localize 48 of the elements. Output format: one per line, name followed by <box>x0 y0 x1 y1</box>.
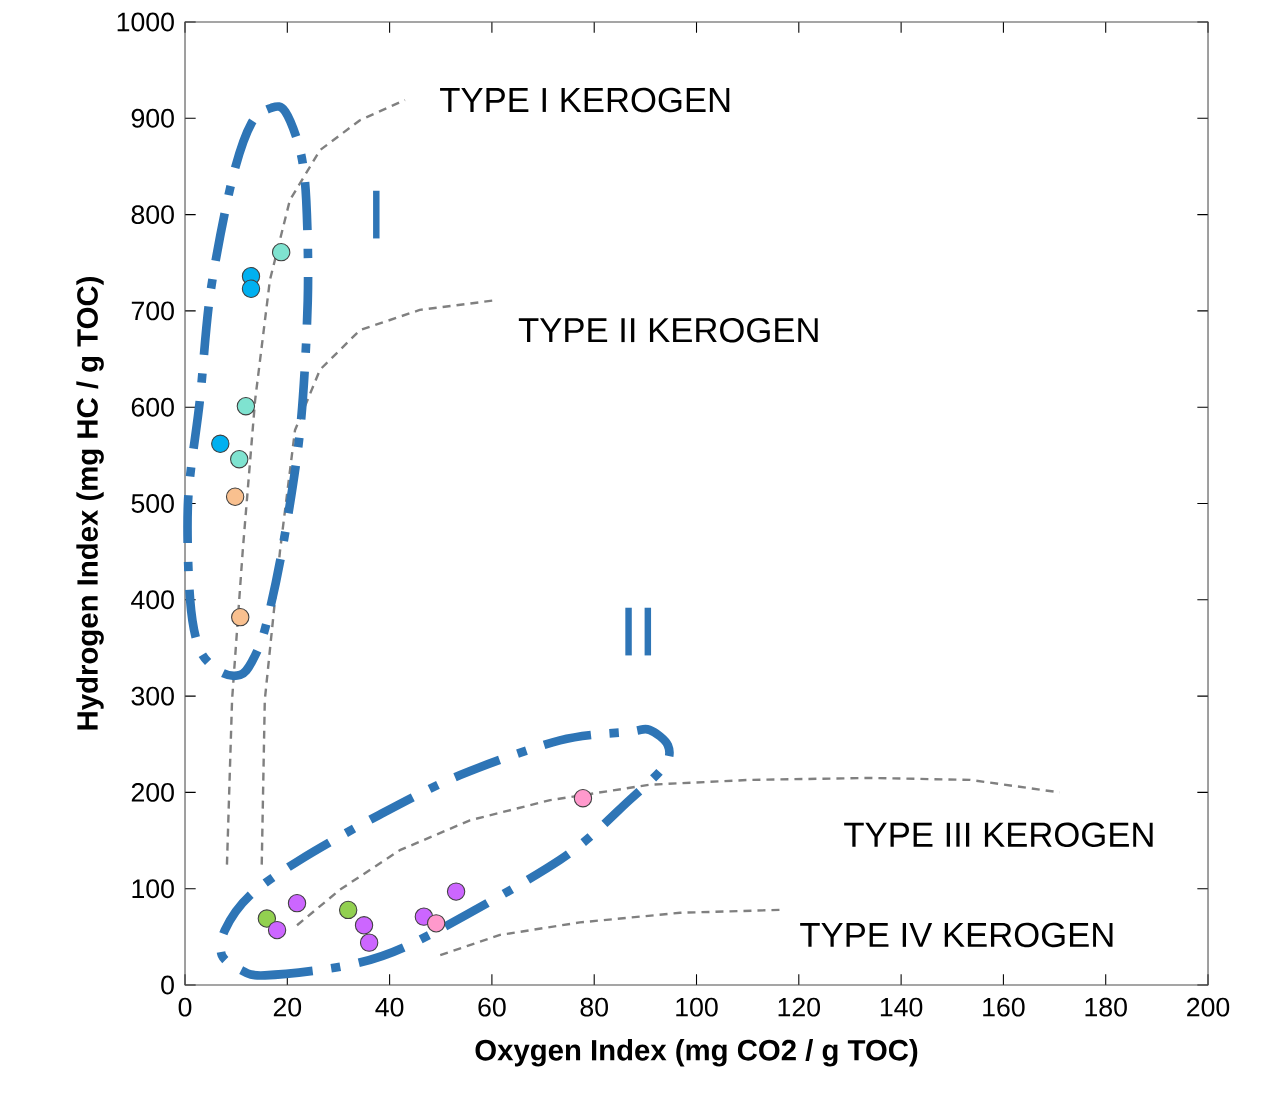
y-tick-label: 100 <box>132 879 174 899</box>
point <box>257 909 277 928</box>
point <box>225 487 245 506</box>
annotation: TYPE I KEROGEN <box>440 87 730 113</box>
point <box>236 397 256 416</box>
x-tick-label: 100 <box>676 997 718 1017</box>
x-tick-label: 160 <box>983 997 1025 1017</box>
x-tick-label: 80 <box>580 997 608 1017</box>
annotation: I <box>373 190 380 239</box>
line-series <box>439 908 782 957</box>
point <box>446 882 466 901</box>
point <box>230 449 249 469</box>
x-axis-title: Oxygen Index (mg CO2 / g TOC) <box>475 1039 918 1067</box>
y-tick-label: 400 <box>131 590 174 610</box>
point <box>271 242 291 262</box>
y-tick-label: 0 <box>161 975 174 995</box>
y-tick-label: 500 <box>131 494 174 513</box>
point <box>573 788 593 808</box>
point <box>354 916 374 935</box>
y-tick-label: 200 <box>131 782 174 802</box>
point <box>359 933 379 952</box>
annotation: TYPE II KEROGEN <box>518 317 818 343</box>
y-tick-label: 300 <box>131 686 174 706</box>
y-tick-label: 700 <box>131 301 174 321</box>
annotation: II <box>625 607 652 656</box>
y-tick-label: 1000 <box>117 12 174 32</box>
x-tick-label: 140 <box>880 997 923 1017</box>
x-tick-label: 40 <box>375 997 404 1017</box>
y-tick-label: 800 <box>131 205 174 225</box>
x-tick-label: 20 <box>273 997 302 1017</box>
y-axis-title: Hydrogen Index (mg HC / g TOC) <box>76 277 104 730</box>
x-tick-label: 180 <box>1085 997 1127 1017</box>
line-series <box>225 98 407 866</box>
y-tick-label: 900 <box>131 108 174 128</box>
point <box>338 900 358 920</box>
x-tick-label: 0 <box>178 997 192 1017</box>
annotation: TYPE IV KEROGEN <box>800 922 1113 948</box>
x-tick-label: 200 <box>1187 997 1230 1017</box>
point <box>211 434 230 453</box>
annotation: TYPE III KEROGEN <box>844 822 1153 848</box>
point <box>241 279 261 298</box>
y-tick-label: 600 <box>131 397 174 417</box>
point <box>287 893 307 913</box>
x-tick-label: 60 <box>478 997 506 1017</box>
x-tick-label: 120 <box>778 997 820 1017</box>
point <box>231 607 250 627</box>
point <box>267 920 287 940</box>
point <box>426 914 446 933</box>
